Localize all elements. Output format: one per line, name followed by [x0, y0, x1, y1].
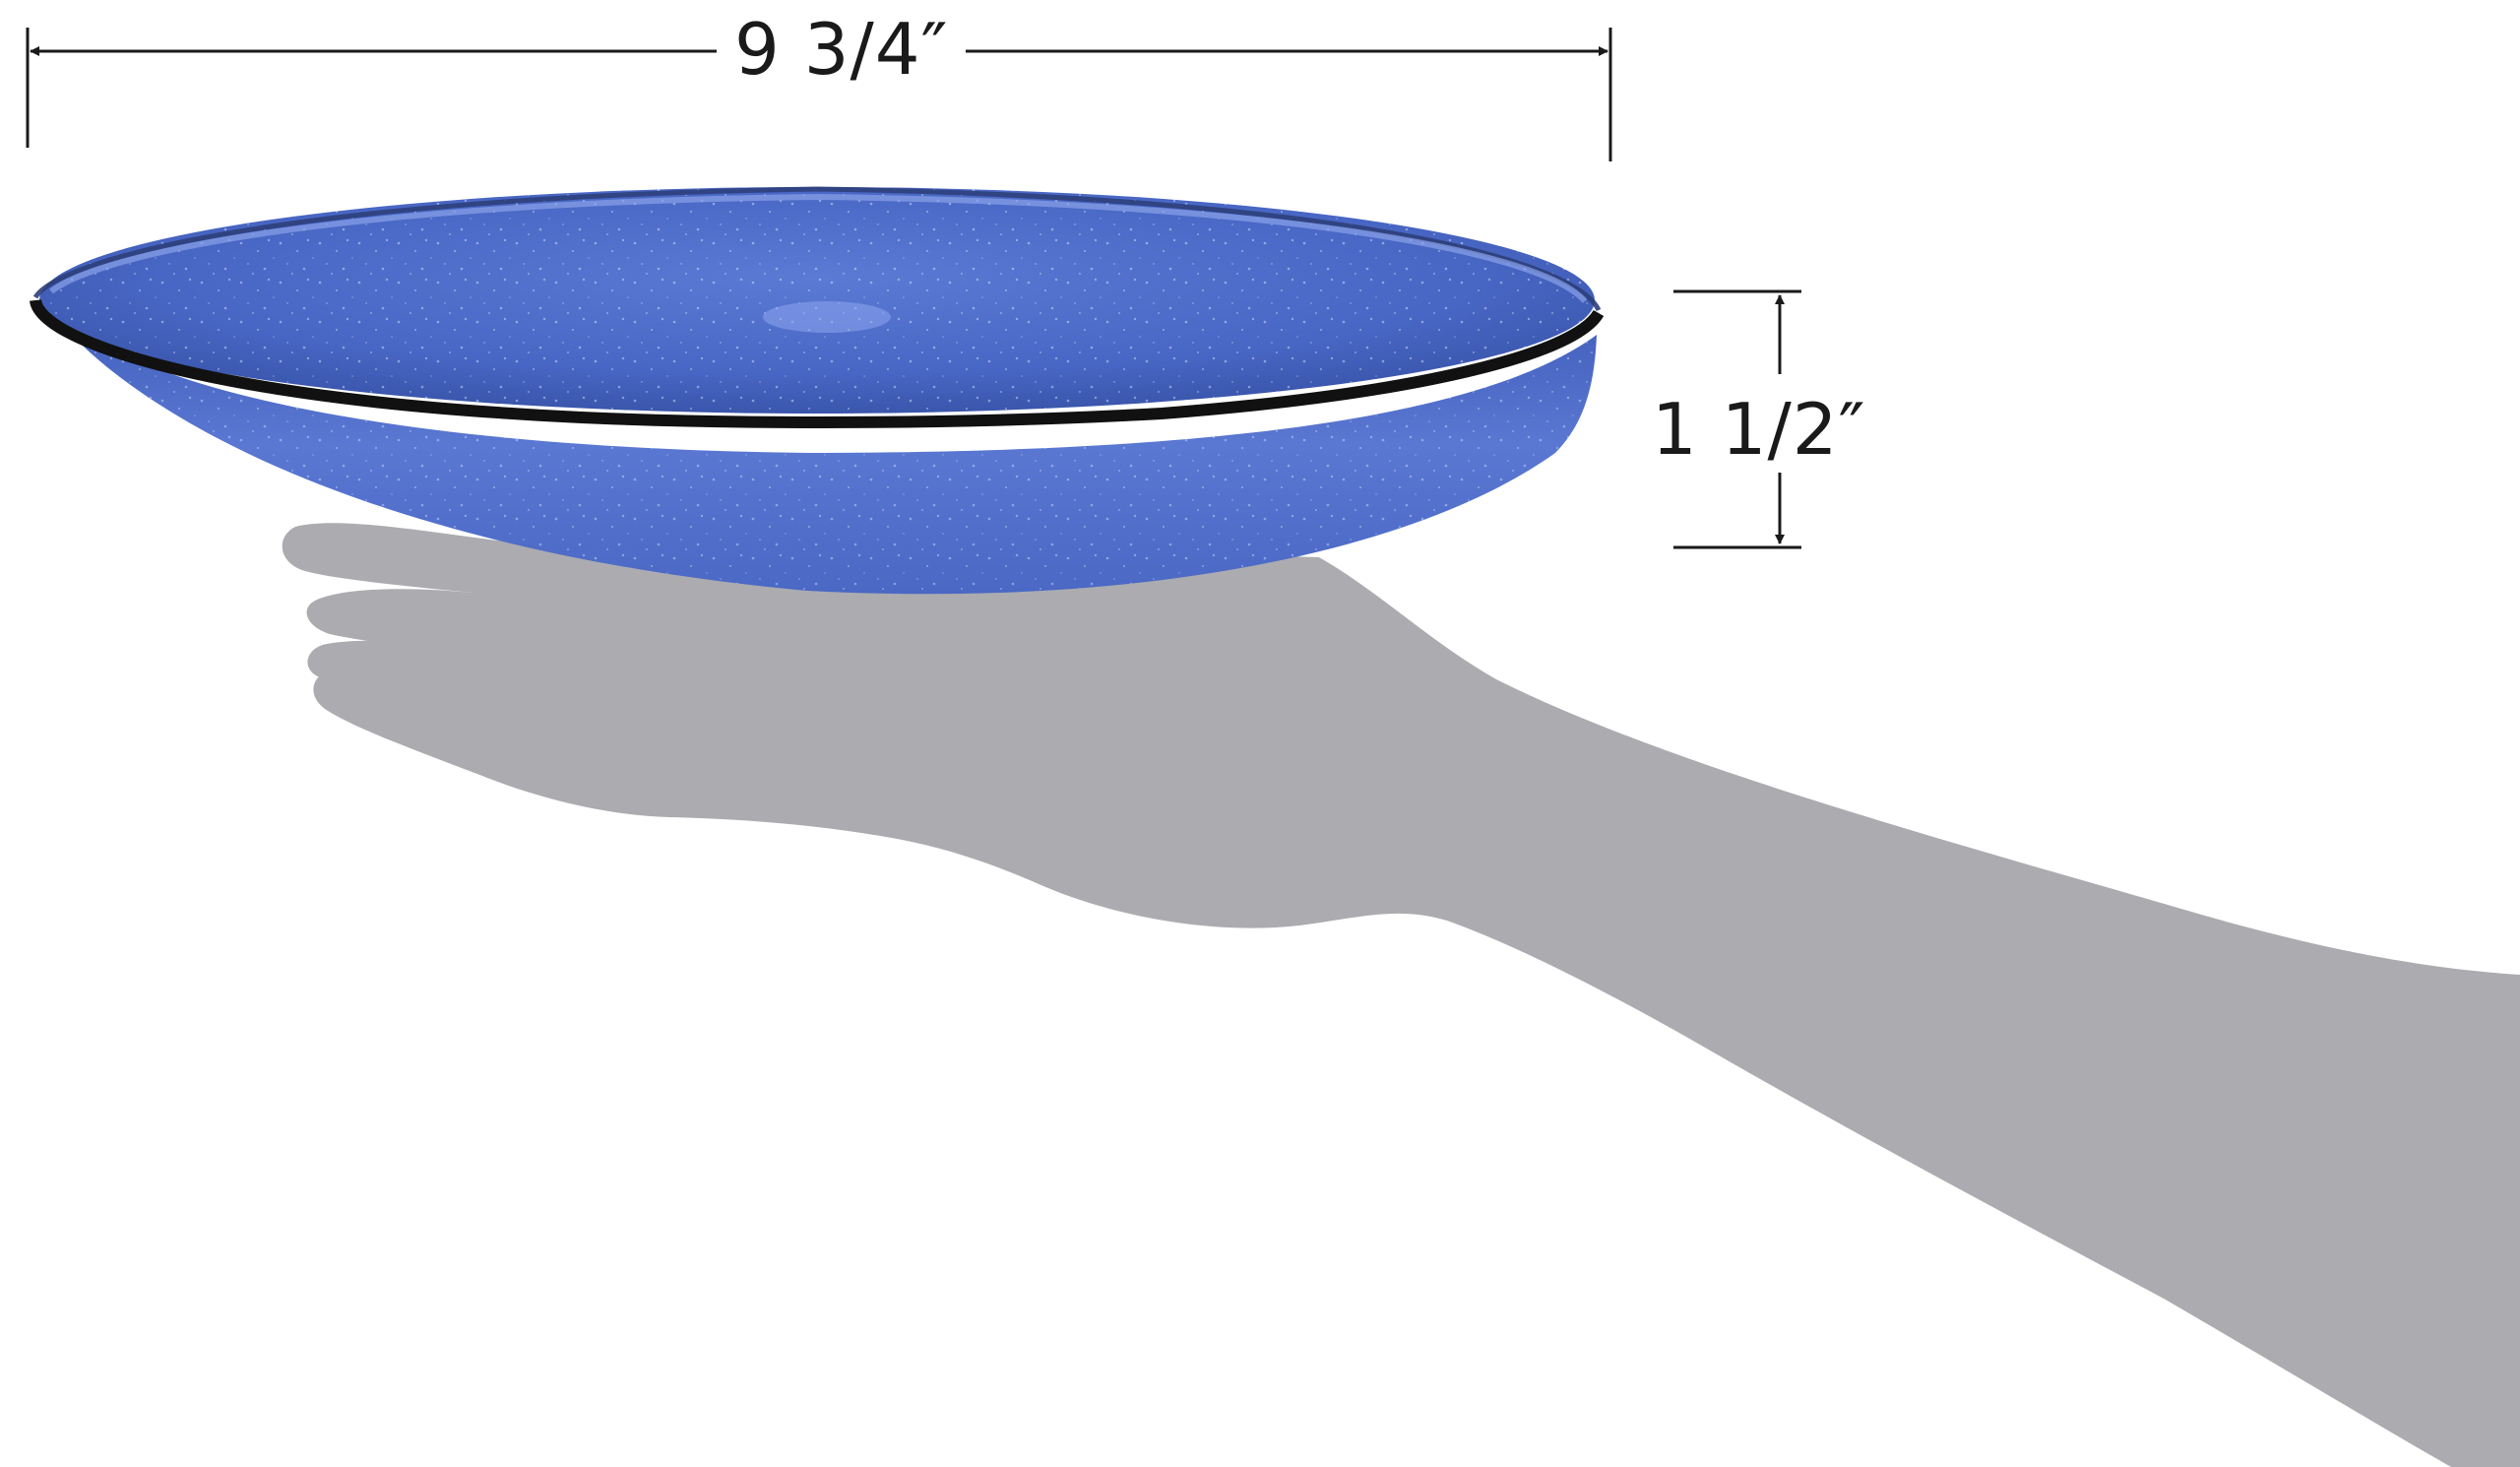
plate-rim-top-edge: [32, 186, 1602, 312]
width-dimension-label: 9 3/4″: [717, 14, 967, 85]
plate-rim-highlight: [49, 193, 1588, 303]
height-dimension-label: 1 1/2″: [1646, 386, 1872, 473]
plate-bowl-speckle: [39, 187, 1595, 414]
plate-outer-speckle: [39, 295, 1597, 595]
plate-black-rim: [30, 298, 1605, 428]
plate-center-highlight: [763, 301, 891, 333]
hand-shadow-silhouette: [282, 523, 2520, 1467]
